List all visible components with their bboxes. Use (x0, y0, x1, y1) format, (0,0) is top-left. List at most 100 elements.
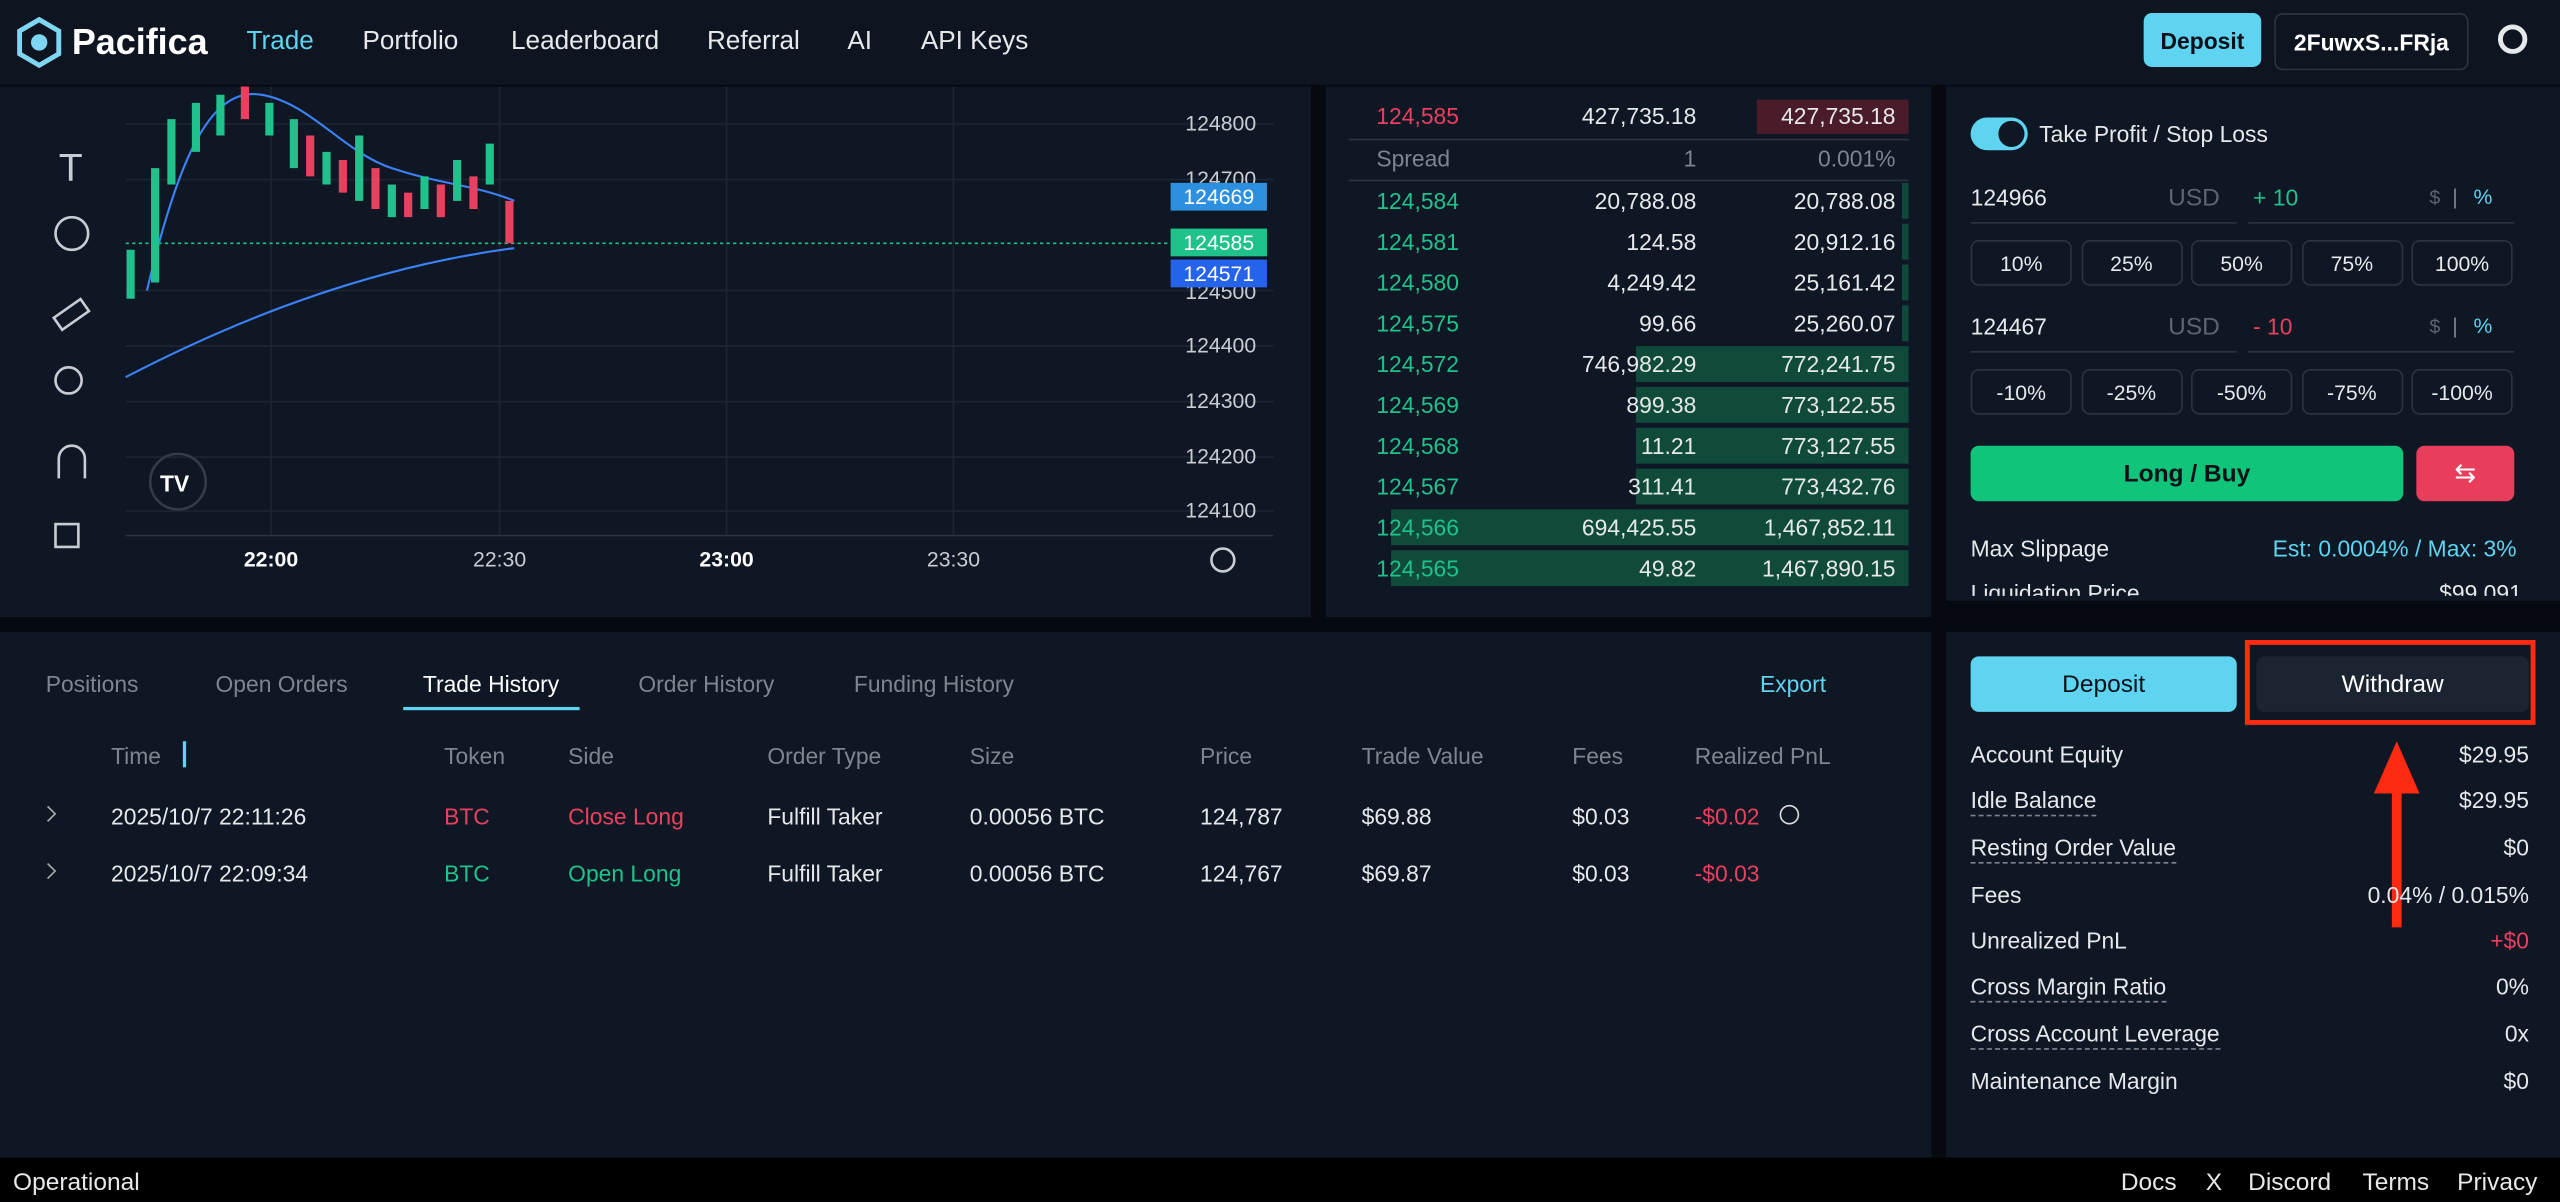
nav-link[interactable]: Referral (706, 27, 800, 56)
percent-button[interactable]: 75% (2301, 239, 2403, 286)
percent-button[interactable]: -25% (2080, 368, 2183, 415)
percent-button[interactable]: -75% (2301, 368, 2403, 415)
percent-button[interactable]: -10% (1970, 368, 2072, 415)
wallet-button[interactable]: 2FuwxS...FRja (2274, 13, 2469, 71)
time-label: 22:30 (473, 546, 527, 572)
account-value: $0 (2503, 1067, 2529, 1094)
account-deposit[interactable]: Deposit (1970, 656, 2237, 712)
history-cell: $0.03 (1572, 860, 1630, 887)
offset-value: + 10 (2253, 184, 2299, 211)
price-input[interactable] (1970, 173, 2237, 224)
bid-depth (1635, 468, 1909, 505)
column-header[interactable]: Realized PnL (1694, 742, 1831, 769)
history-cell: 2025/10/7 22:09:34 (111, 860, 309, 887)
nav-link[interactable]: Portfolio (362, 27, 459, 56)
account-withdraw[interactable]: Withdraw (2256, 656, 2529, 712)
price-badge: 124571 (1170, 259, 1267, 288)
account-label: Resting Order Value (1970, 834, 2177, 864)
column-header[interactable]: Size (969, 742, 1015, 769)
nav-link[interactable]: Trade (246, 27, 314, 56)
footer-link[interactable]: Discord (2248, 1168, 2332, 1197)
ob-total: 25,161.42 (1793, 269, 1896, 296)
history-tab[interactable]: Funding History (853, 671, 1014, 698)
dollar: $ (2429, 186, 2441, 209)
footer (0, 1157, 2560, 1202)
tpsl-toggle[interactable] (1970, 117, 2028, 151)
footer-link[interactable]: Privacy (2457, 1168, 2538, 1197)
percent-button[interactable]: 10% (1970, 239, 2072, 286)
percent-button[interactable]: 100% (2411, 239, 2513, 286)
sort-arrow (174, 741, 195, 768)
bid-depth (1902, 182, 1909, 219)
percent-button[interactable]: 25% (2080, 239, 2183, 286)
history-panel (0, 631, 1932, 1158)
ob-total: 25,260.07 (1793, 310, 1896, 337)
history-tab[interactable]: Trade History (422, 671, 560, 698)
column-header[interactable]: Side (568, 742, 614, 769)
history-cell: BTC (444, 860, 490, 887)
currency: USD (2168, 313, 2220, 342)
column-header[interactable]: Trade Value (1361, 742, 1484, 769)
order-form-panel: ⇆ (1946, 86, 2560, 601)
account-label: Cross Account Leverage (1970, 1020, 2220, 1050)
annotation-arrow (2373, 741, 2420, 928)
share-icon[interactable] (1779, 804, 1800, 825)
ob-price: 124,580 (1376, 269, 1459, 296)
history-tab[interactable]: Order History (638, 671, 775, 698)
offset-input[interactable] (2248, 173, 2515, 224)
ob-total: 773,122.55 (1781, 391, 1896, 418)
history-cell: Open Long (568, 860, 682, 887)
ob-price: 124,585 (1376, 102, 1459, 129)
percent: % (2473, 184, 2493, 209)
percent-button[interactable]: -100% (2411, 368, 2513, 415)
price-value: 124966 (1970, 184, 2047, 211)
percent: % (2473, 313, 2493, 338)
history-cell: Close Long (568, 803, 684, 830)
footer-link[interactable]: X (2205, 1168, 2223, 1197)
column-header[interactable]: Order Type (767, 742, 882, 769)
settings-icon[interactable] (2497, 24, 2528, 54)
column-header[interactable]: Time (111, 742, 161, 769)
column-header[interactable]: Price (1200, 742, 1253, 769)
ob-size: 746,982.29 (1581, 351, 1697, 378)
nav-link[interactable]: AI (847, 27, 873, 56)
ob-total: 773,127.55 (1781, 432, 1896, 459)
nav-link[interactable]: API Keys (920, 27, 1029, 56)
nav-link[interactable]: Leaderboard (511, 27, 660, 56)
price-label: 124100 (1185, 497, 1257, 523)
footer-link[interactable]: Terms (2362, 1168, 2430, 1197)
logo-text: Pacifica (71, 21, 208, 63)
ob-size: 99.66 (1639, 310, 1697, 337)
history-tab[interactable]: Positions (45, 671, 139, 698)
percent-button[interactable]: 50% (2191, 239, 2293, 286)
liquidation-value: $99,091 (2439, 579, 2522, 606)
ob-price: 124,567 (1376, 473, 1459, 500)
column-header[interactable]: Token (444, 742, 506, 769)
column-header[interactable]: Fees (1572, 742, 1624, 769)
time-label: 23:00 (699, 546, 754, 572)
bid-depth (1635, 346, 1909, 383)
long-button[interactable]: Long / Buy (1970, 445, 2404, 502)
ob-price: 124,569 (1376, 391, 1459, 418)
time-label: 23:30 (926, 546, 981, 572)
deposit-button[interactable]: Deposit (2143, 13, 2262, 67)
ob-total: 772,241.75 (1781, 351, 1896, 378)
history-cell: Fulfill Taker (767, 860, 883, 887)
percent-button[interactable]: -50% (2191, 368, 2293, 415)
ob-size: 11.21 (1640, 432, 1697, 459)
account-value: 0% (2495, 973, 2529, 1000)
account-value: $0 (2503, 834, 2529, 861)
swap-button[interactable]: ⇆ (2416, 445, 2515, 502)
offset-input[interactable] (2248, 302, 2515, 353)
ob-price: 124,565 (1376, 555, 1459, 582)
bid-depth (1391, 509, 1909, 546)
footer-link[interactable]: Docs (2120, 1168, 2177, 1197)
history-cell: BTC (444, 803, 490, 830)
account-value: 0.04% / 0.015% (2367, 881, 2529, 908)
history-tab[interactable]: Open Orders (215, 671, 348, 698)
chart-drawing: TV T (51, 86, 1274, 573)
export-link[interactable]: Export (1759, 671, 1827, 698)
history-cell: Fulfill Taker (767, 803, 883, 830)
price-input[interactable] (1970, 302, 2237, 353)
